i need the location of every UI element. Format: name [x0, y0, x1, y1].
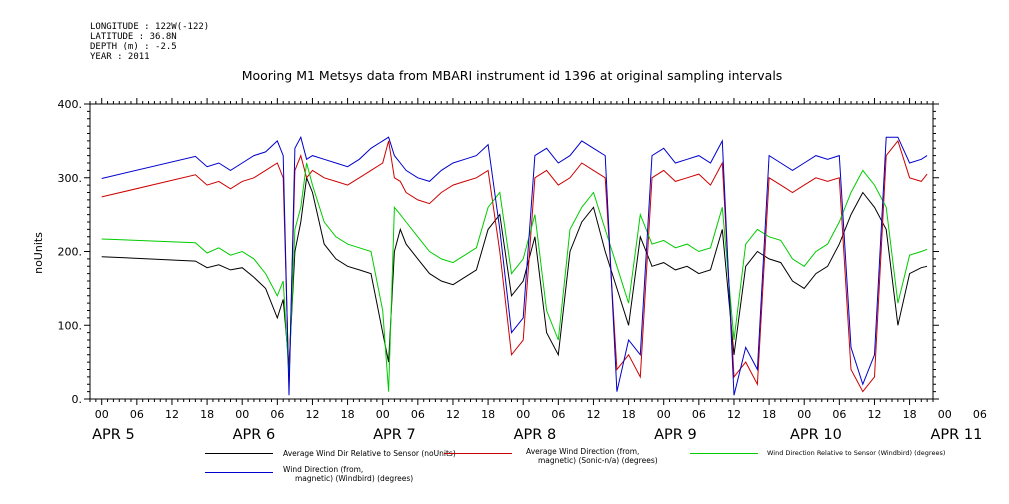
- latitude-text: LATITUDE : 36.8N: [90, 32, 177, 42]
- x-tick-label: 18: [200, 408, 214, 421]
- x-tick-label: 00: [657, 408, 671, 421]
- x-tick-label: 00: [797, 408, 811, 421]
- x-tick-label: 06: [270, 408, 284, 421]
- plot-lines: [101, 135, 928, 396]
- x-tick-label: 06: [551, 408, 565, 421]
- x-tick-label: 18: [341, 408, 355, 421]
- x-tick-label: 12: [867, 408, 881, 421]
- y-tick-label: 400.: [58, 98, 83, 111]
- x-tick-label: 00: [95, 408, 109, 421]
- y-tick-label: 100.: [58, 319, 83, 332]
- y-axis-label: noUnits: [32, 232, 45, 274]
- day-label: APR 6: [233, 427, 276, 443]
- x-tick-label: 12: [305, 408, 319, 421]
- x-tick-label: 06: [130, 408, 144, 421]
- x-tick-label: 18: [903, 408, 917, 421]
- x-tick-label: 12: [165, 408, 179, 421]
- x-tick-label: 18: [762, 408, 776, 421]
- series-line-4: [101, 135, 928, 396]
- y-tick-label: 200.: [58, 246, 83, 259]
- y-tick-label: 300.: [58, 172, 83, 185]
- x-tick-label: 18: [622, 408, 636, 421]
- longitude-text: LONGITUDE : 122W(-122): [90, 22, 210, 32]
- x-tick-label: 06: [832, 408, 846, 421]
- day-label: APR 9: [654, 427, 697, 443]
- axes: 0. 100. 200. 300. 400. 00 06 12 18 00 06 12 18 00 06 12…: [58, 98, 1009, 443]
- day-label: APR 5: [92, 427, 135, 443]
- series-line-2: [101, 139, 928, 393]
- metadata-block: LONGITUDE : 122W(-122) LATITUDE : 36.8N …: [90, 22, 209, 62]
- x-tick-label: 00: [235, 408, 249, 421]
- y-tick-label: 0.: [72, 393, 83, 406]
- depth-text: DEPTH (m) : -2.5: [90, 42, 177, 52]
- day-label: APR 7: [373, 427, 416, 443]
- series-line-3: [101, 162, 928, 392]
- chart-title: Mooring M1 Metsys data from MBARI instru…: [242, 68, 783, 83]
- day-label: APR 10: [790, 427, 842, 443]
- x-tick-label: 06: [973, 408, 987, 421]
- series-line-1: [101, 175, 928, 366]
- x-tick-label: 06: [692, 408, 706, 421]
- x-tick-label: 12: [727, 408, 741, 421]
- x-tick-label: 12: [1008, 408, 1009, 421]
- x-tick-label: 12: [586, 408, 600, 421]
- day-label: APR 11: [931, 427, 983, 443]
- x-tick-label: 06: [411, 408, 425, 421]
- x-tick-label: 00: [516, 408, 530, 421]
- x-tick-label: 18: [481, 408, 495, 421]
- year-text: YEAR : 2011: [90, 52, 150, 62]
- day-label: APR 8: [514, 427, 557, 443]
- x-tick-label: 00: [938, 408, 952, 421]
- x-tick-label: 00: [376, 408, 390, 421]
- x-tick-label: 12: [446, 408, 460, 421]
